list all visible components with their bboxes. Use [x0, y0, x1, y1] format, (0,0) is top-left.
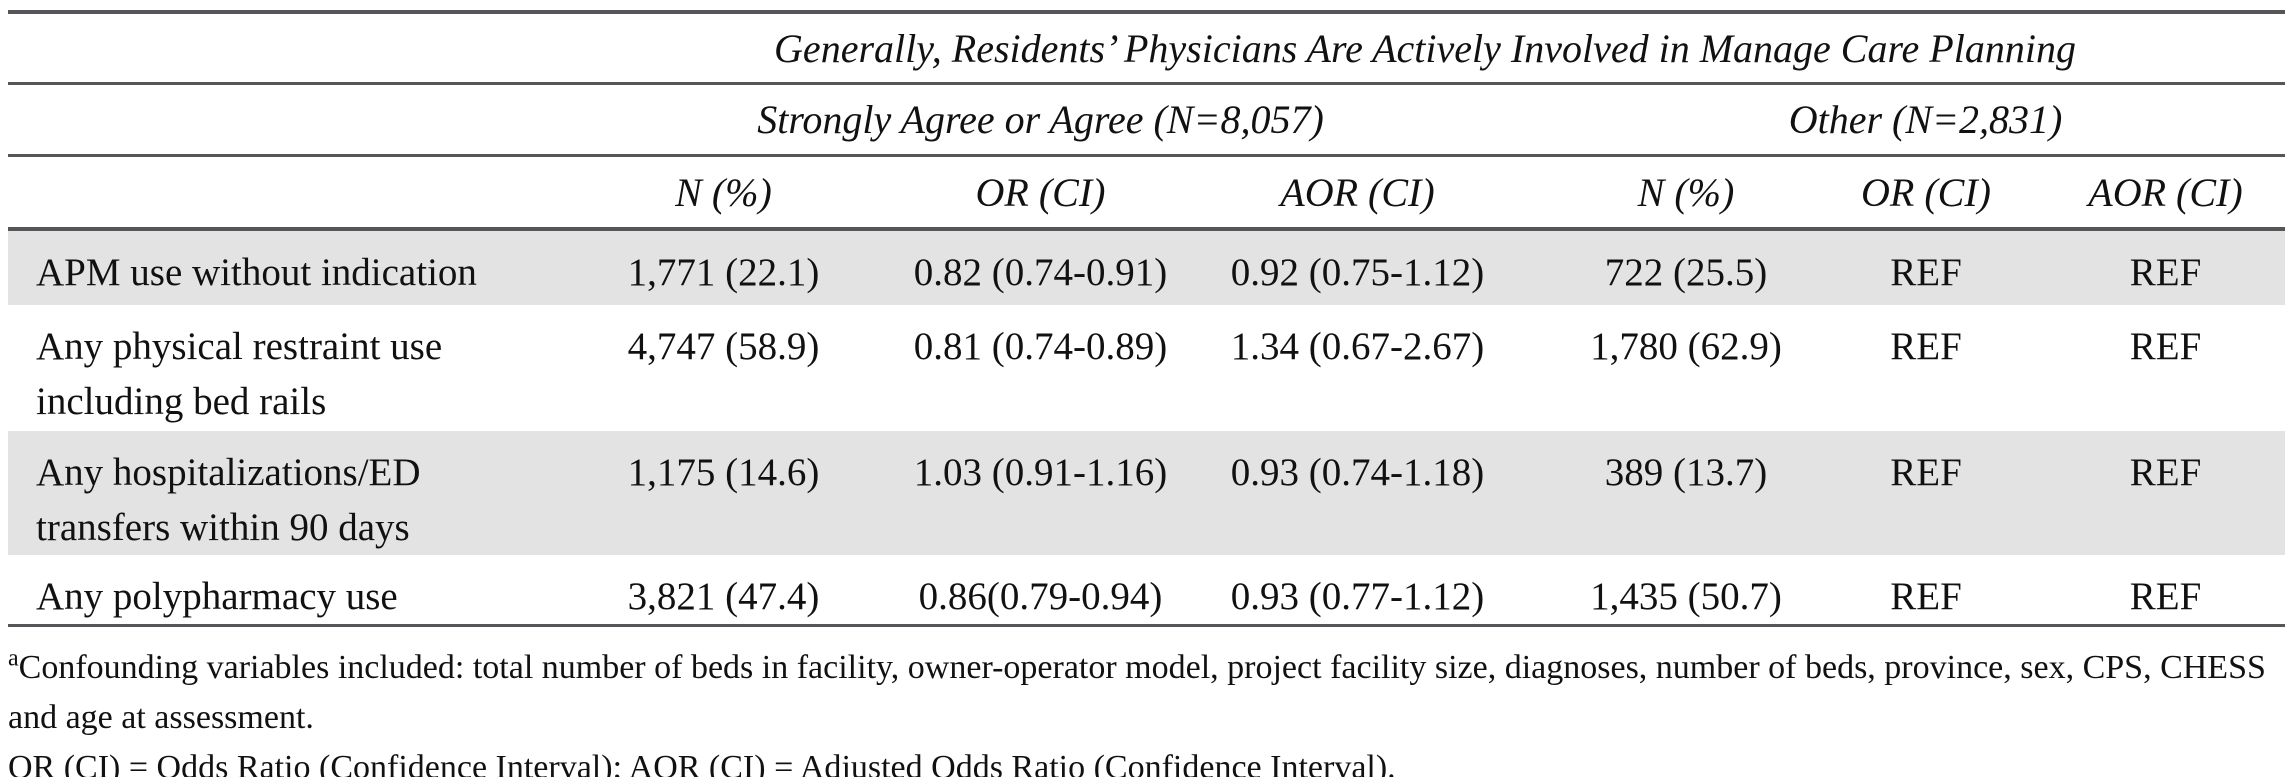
cell-n-pct-agree: 3,821 (47.4)	[565, 555, 882, 627]
cell-gap	[1516, 305, 1566, 431]
table-footnotes: aConfounding variables included: total n…	[8, 643, 2285, 777]
cell-gap	[1516, 555, 1566, 627]
group-heading-agree: Strongly Agree or Agree (N=8,057)	[565, 83, 1516, 157]
row-label: APM use without indication	[8, 227, 565, 305]
row-label: Any polypharmacy use	[8, 555, 565, 627]
column-header-aor-other: AOR (CI)	[2088, 169, 2243, 215]
colhead-blank-cell	[8, 156, 565, 230]
table-row-polypharmacy: Any polypharmacy use 3,821 (47.4) 0.86(0…	[8, 555, 2286, 627]
cell-n-pct-agree: 1,771 (22.1)	[565, 227, 882, 305]
cell-aor-agree: 1.34 (0.67-2.67)	[1230, 325, 1485, 368]
footnote-confounding: aConfounding variables included: total n…	[8, 643, 2285, 743]
row-label: Any physical restraint use including bed…	[36, 325, 443, 423]
column-header-or-other: OR (CI)	[1861, 169, 1991, 215]
cell-aor-agree: 0.93 (0.77-1.12)	[1199, 555, 1516, 627]
cell-n-pct-agree: 4,747 (58.9)	[627, 325, 820, 368]
cell-aor-other: REF	[2046, 227, 2286, 305]
cell-n-pct-other: 1,780 (62.9)	[1590, 325, 1782, 368]
cell-n-pct-other: 1,435 (50.7)	[1566, 555, 1806, 627]
cell-n-pct-agree: 1,175 (14.6)	[627, 451, 820, 494]
table-row-physical-restraint: Any physical restraint use including bed…	[8, 305, 2285, 431]
footnote-marker-a: a	[8, 645, 19, 672]
cell-aor-agree: 0.93 (0.74-1.18)	[1230, 451, 1485, 494]
cell-aor-agree: 0.92 (0.75-1.12)	[1199, 227, 1516, 305]
cell-gap	[1516, 227, 1566, 305]
group-heading-other: Other (N=2,831)	[1566, 83, 2286, 157]
cell-or-other: REF	[1806, 227, 2046, 305]
cell-or-agree: 0.81 (0.74-0.89)	[913, 325, 1168, 368]
cell-aor-other: REF	[2046, 555, 2286, 627]
column-header-n-pct-agree: N (%)	[675, 169, 772, 215]
cell-or-agree: 0.82 (0.74-0.91)	[882, 227, 1199, 305]
table-group-row: Strongly Agree or Agree (N=8,057) Other …	[8, 83, 2286, 157]
table-row-apm-use: APM use without indication 1,771 (22.1) …	[8, 227, 2286, 305]
column-header-or-agree: OR (CI)	[975, 169, 1106, 215]
cell-n-pct-other: 722 (25.5)	[1566, 227, 1806, 305]
footnote-abbreviations: OR (CI) = Odds Ratio (Confidence Interva…	[8, 749, 1396, 777]
spanner-blank-cell	[8, 12, 565, 85]
cell-or-other: REF	[1806, 555, 2046, 627]
cell-gap	[1516, 431, 1566, 555]
footnote-confounding-text: Confounding variables included: total nu…	[8, 649, 2266, 736]
paper-table-figure: Generally, Residents’ Physicians Are Act…	[0, 10, 2293, 777]
cell-or-agree: 0.86(0.79-0.94)	[882, 555, 1199, 627]
cell-or-agree: 1.03 (0.91-1.16)	[913, 451, 1168, 494]
cell-or-other: REF	[1890, 325, 1962, 368]
table-spanner-heading: Generally, Residents’ Physicians Are Act…	[565, 12, 2286, 85]
group-blank-cell	[8, 83, 565, 157]
table-row-hospitalizations: Any hospitalizations/ED transfers within…	[8, 431, 2286, 555]
column-header-n-pct-other: N (%)	[1637, 169, 1735, 215]
cell-or-other: REF	[1890, 451, 1962, 494]
table-column-header-row: N (%) OR (CI) AOR (CI) N (%) OR (CI) AOR…	[8, 156, 2285, 230]
colhead-gap-cell	[1516, 156, 1566, 230]
row-label: Any hospitalizations/ED transfers within…	[36, 451, 421, 549]
cell-aor-other: REF	[2129, 451, 2202, 494]
column-header-aor-agree: AOR (CI)	[1280, 169, 1435, 215]
results-table: Generally, Residents’ Physicians Are Act…	[8, 10, 2286, 627]
table-spanner-row: Generally, Residents’ Physicians Are Act…	[8, 12, 2286, 85]
cell-n-pct-other: 389 (13.7)	[1604, 451, 1768, 494]
group-gap-cell	[1516, 83, 1566, 157]
cell-aor-other: REF	[2129, 325, 2202, 368]
